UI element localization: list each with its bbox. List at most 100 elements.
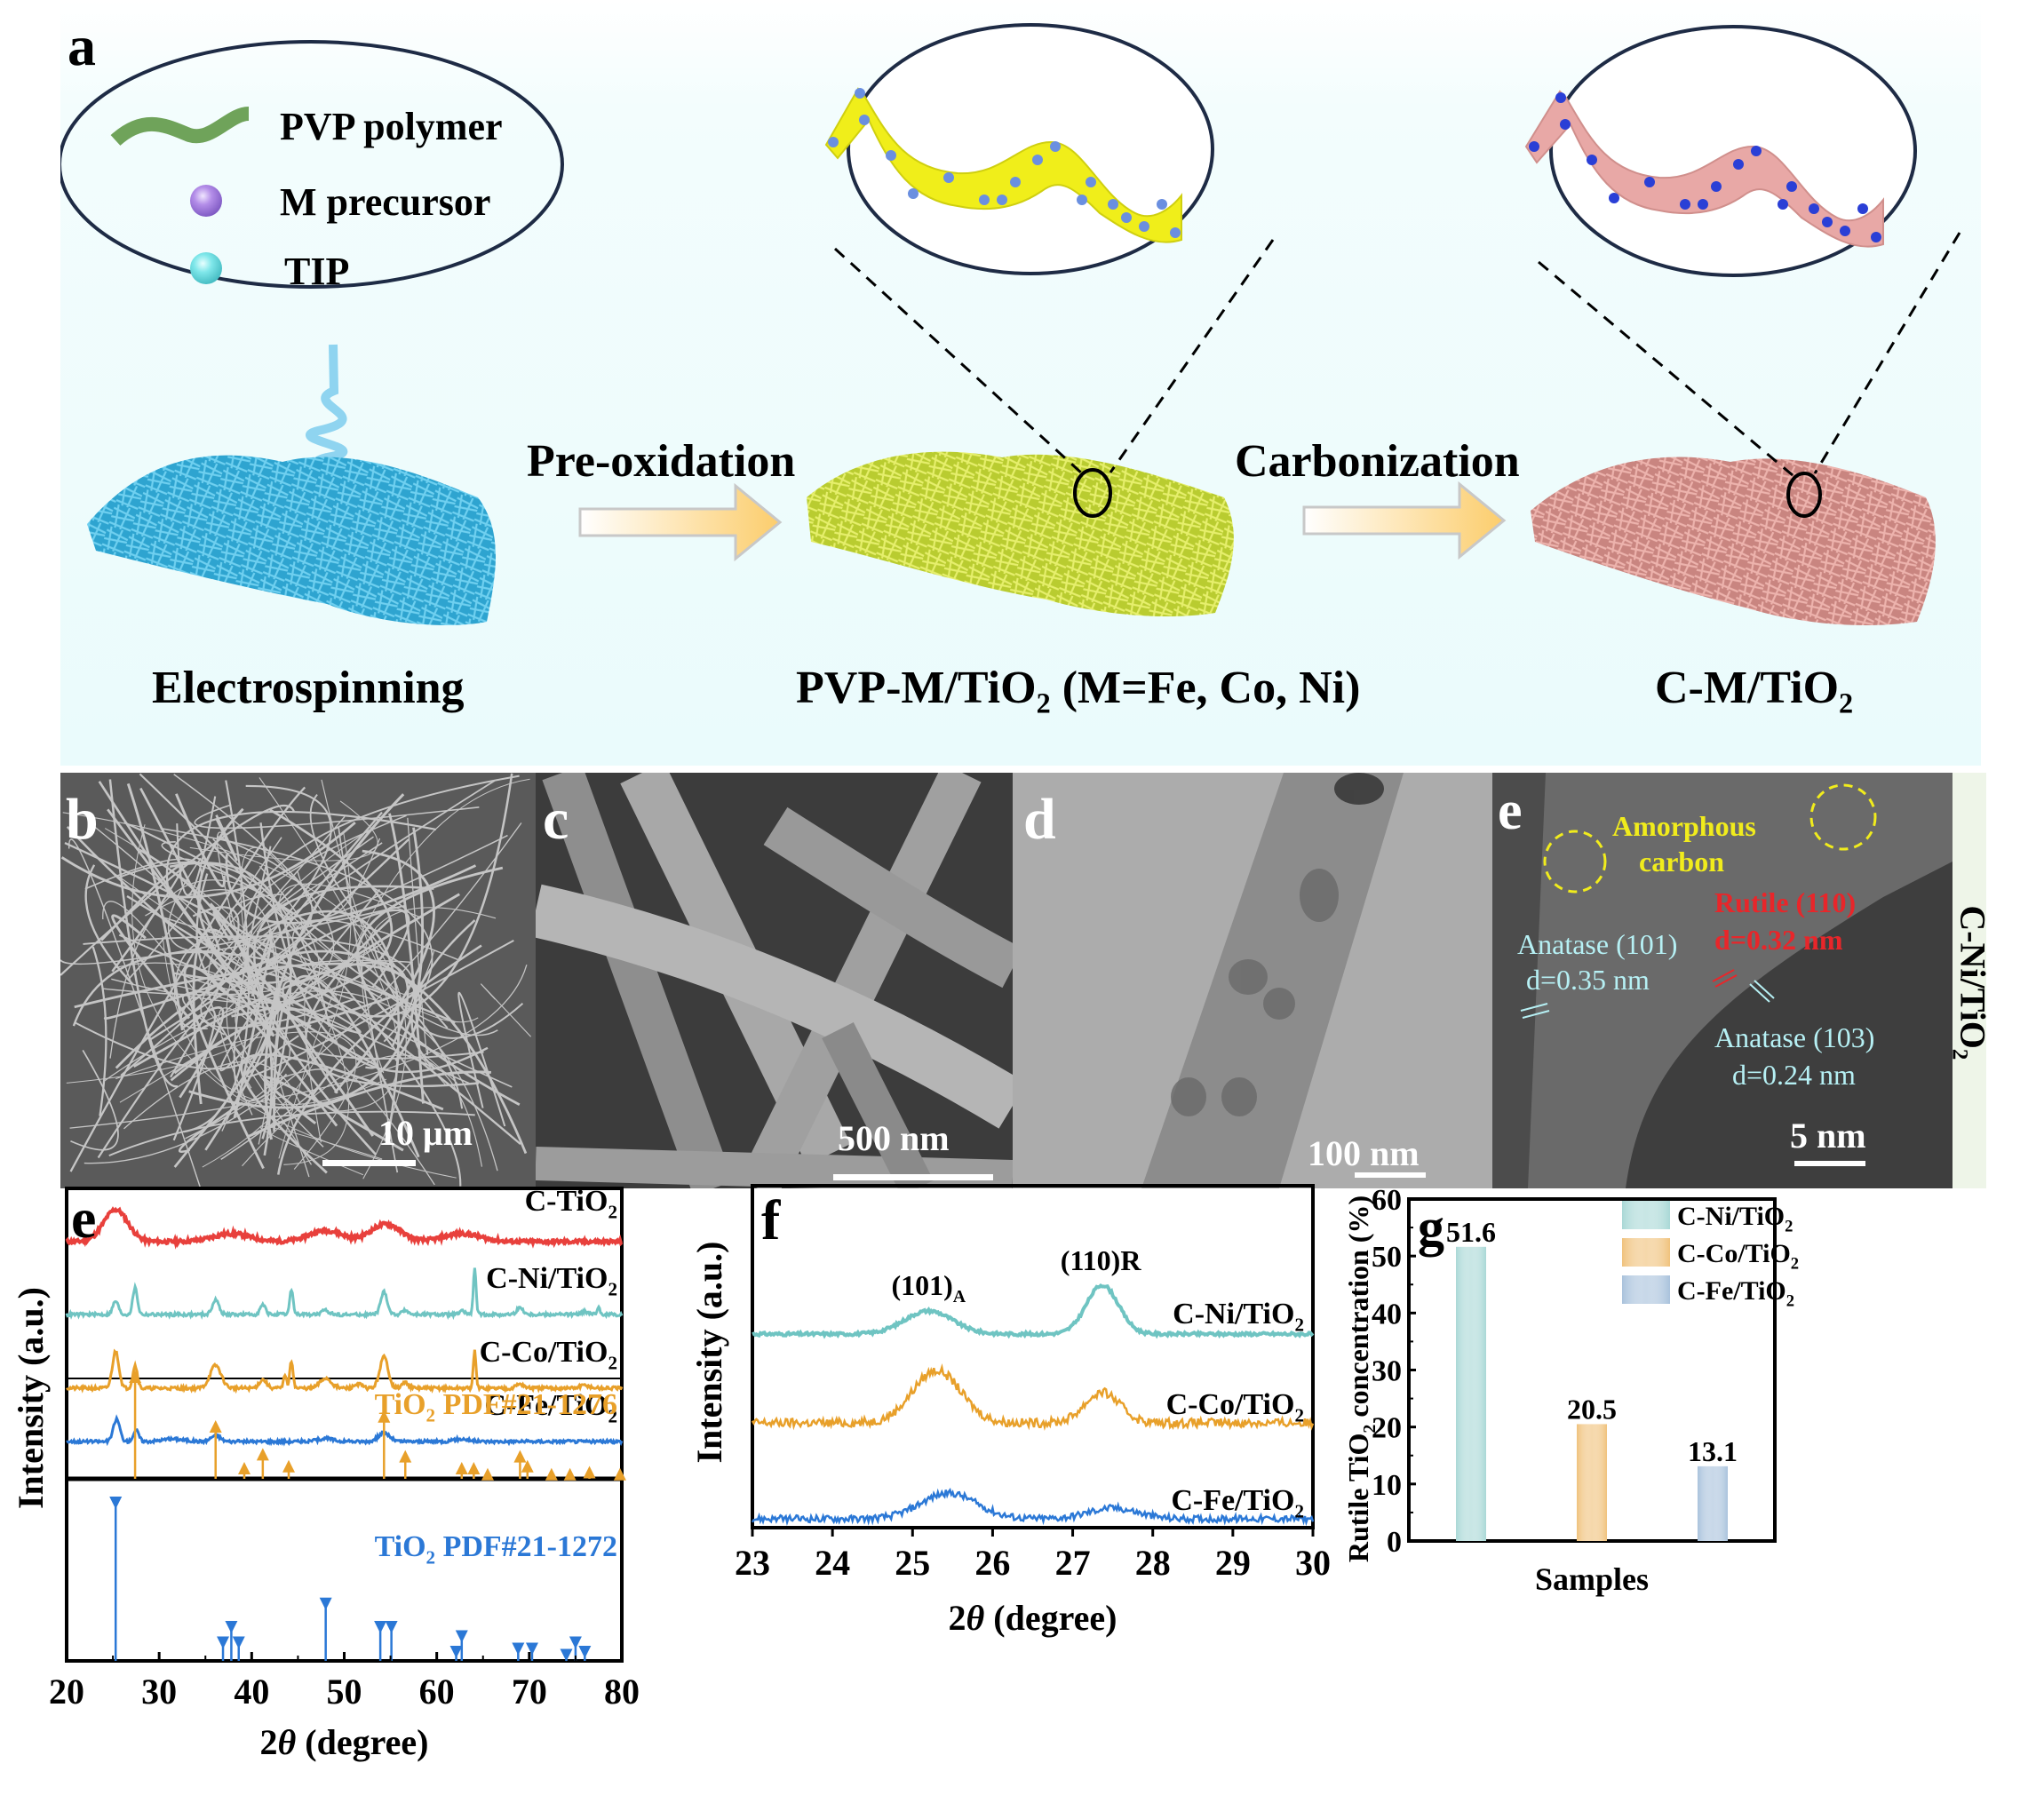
legend-label: C-Co/TiO2: [1677, 1239, 1799, 1274]
bar-sheen: [1698, 1465, 1728, 1541]
fiber-strand: [70, 1050, 119, 1151]
x-tick-label: 24: [815, 1543, 850, 1583]
legend-ellipse: [60, 40, 564, 289]
fiber-strand: [120, 784, 332, 1076]
metal-particles: [828, 88, 1881, 242]
x-tick-label: 30: [1295, 1543, 1331, 1583]
panel-label-d: d: [1023, 787, 1056, 852]
particle-dot: [1609, 193, 1619, 203]
series-label-C-Fe/TiO2: C-Fe/TiO2: [484, 1389, 617, 1427]
x-tick-label: 26: [974, 1543, 1010, 1583]
reference-marker: [513, 1450, 527, 1463]
c-m-tio2-mat-icon: [1531, 457, 1936, 626]
peak-annotation-101-anatase: (101)A: [891, 1269, 966, 1307]
series-line-C-Fe/TiO2: [751, 1487, 1315, 1527]
fiber-strand: [333, 849, 435, 1094]
x-tick-label: 60: [419, 1672, 455, 1712]
x-tick-label: 50: [327, 1672, 362, 1712]
fiber-strand: [278, 778, 530, 1159]
reference-marker: [319, 1597, 332, 1610]
reference-marker: [521, 1459, 534, 1473]
fiber-strand: [388, 813, 425, 1104]
particle-dot: [855, 88, 865, 99]
reference-marker: [225, 1621, 238, 1633]
panel-label-g: g: [1418, 1198, 1444, 1257]
particle-dot: [1857, 203, 1868, 214]
y-tick-label: 0: [1387, 1526, 1402, 1559]
fiber-strand: [199, 815, 346, 972]
fiber-strand: [103, 990, 498, 1172]
fiber-strand: [64, 841, 292, 984]
particle-dot: [979, 195, 990, 205]
rutile-bar-chart: 51.6 20.5 13.1 0 10 20 30 40 50 60 C-Ni/TiO2C-Co/T…: [1342, 1184, 1799, 1597]
subscript: 2: [1947, 1048, 1972, 1060]
particle-dot: [1157, 199, 1167, 210]
panel-label-a: a: [68, 14, 96, 77]
xrd-zoom-chart: C-Ni/TiO2 C-Co/TiO2 C-Fe/TiO2 (101)A (110)R 2…: [689, 1184, 1331, 1638]
series-label-C-Co/TiO2: C-Co/TiO2: [480, 1336, 617, 1374]
fiber-strand: [215, 814, 238, 862]
schematic-drawing: [60, 23, 1961, 626]
particle-dot: [1644, 177, 1655, 187]
scale-bar-e: [1794, 1161, 1865, 1166]
y-tick-label: 10: [1372, 1469, 1402, 1502]
particle-dot: [1680, 199, 1690, 210]
step-label-electrospinning: Electrospinning: [152, 663, 465, 713]
zoom-spot-pink: [1786, 472, 1822, 518]
reference-marker: [129, 1370, 142, 1383]
fiber-strand: [103, 774, 335, 996]
fiber-strand: [257, 909, 401, 1134]
fiber-strand: [304, 978, 338, 1143]
particle-dot: [1587, 155, 1597, 165]
sem-image-c: c 500 nm: [536, 773, 1013, 1188]
legend-swatch-sheen: [1622, 1238, 1670, 1267]
reference-marker: [545, 1467, 558, 1481]
legend-label-m-precursor: M precursor: [280, 180, 491, 224]
y-tick-label: 60: [1372, 1184, 1402, 1217]
reference-marker: [217, 1636, 230, 1649]
fiber-strand: [179, 1101, 243, 1154]
fiber-strand: [84, 864, 134, 986]
particle-dot: [1711, 181, 1722, 192]
reference-marker: [512, 1642, 525, 1656]
dashed-guide: [1109, 239, 1275, 473]
dashed-guide: [1538, 260, 1793, 477]
reference-marker: [238, 1462, 251, 1475]
scale-bar-d: [1355, 1172, 1426, 1178]
fiber-strand: [131, 824, 457, 1179]
fiber-strand: [115, 1031, 357, 1170]
reference-marker: [209, 1420, 222, 1433]
carbonization-arrow-icon: [1302, 481, 1507, 560]
dashed-guide: [1813, 232, 1961, 474]
fiber-strand: [189, 800, 378, 862]
x-tick-label: 30: [141, 1672, 177, 1712]
x-tick-label: 29: [1215, 1543, 1251, 1583]
scale-bar-label-e: 5 nm: [1790, 1116, 1866, 1156]
electrospun-mat-icon: [87, 455, 496, 625]
pre-oxidation-arrow-icon: [578, 482, 783, 562]
fiber-strand: [123, 1060, 301, 1130]
y-tick-label: 40: [1372, 1298, 1402, 1330]
fiber-strand: [72, 950, 456, 1027]
series-line-C-Co/TiO2: [66, 1348, 624, 1394]
particle-dot: [1698, 199, 1708, 210]
subscript: 2: [1036, 687, 1051, 719]
reference-marker: [563, 1467, 577, 1481]
particle-dot: [1121, 212, 1132, 223]
fiber-strand: [457, 991, 506, 1127]
legend-swatch-sheen: [1622, 1275, 1670, 1304]
x-tick-label: 27: [1055, 1543, 1091, 1583]
fiber-strand: [115, 962, 435, 1186]
reference-marker: [569, 1636, 582, 1649]
reference-marker: [374, 1621, 387, 1633]
fiber-strand: [69, 965, 528, 1129]
pvp-polymer-strand-icon: [110, 107, 251, 147]
particle-dot: [1529, 141, 1539, 152]
particle-dot: [1733, 159, 1744, 170]
panel-label-e-tem: e: [1498, 781, 1523, 841]
particle-dot: [1108, 199, 1118, 210]
sem-fiber-closeup: [536, 773, 1013, 1188]
reference-marker: [455, 1462, 468, 1475]
scale-bar-c: [833, 1174, 993, 1180]
